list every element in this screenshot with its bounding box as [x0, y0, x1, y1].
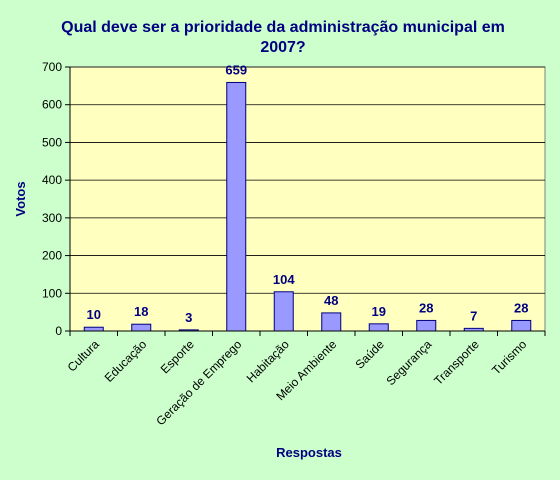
data-label: 18	[134, 304, 148, 319]
y-tick-label: 300	[42, 211, 62, 225]
y-axis-title: Votos	[13, 181, 28, 216]
bar	[226, 81, 247, 332]
category-label: Cultura	[65, 337, 102, 374]
axes	[65, 66, 546, 336]
data-label: 28	[419, 300, 433, 315]
data-label: 104	[273, 272, 295, 287]
data-label: 10	[87, 307, 101, 322]
category-label: Turismo	[489, 337, 529, 377]
category-label: Educação	[102, 337, 150, 385]
plot-area	[69, 66, 546, 332]
data-label: 19	[372, 304, 386, 319]
y-tick-label: 600	[42, 98, 62, 112]
category-label: Transporte	[431, 337, 482, 388]
y-tick-label: 400	[42, 173, 62, 187]
bar	[511, 319, 532, 332]
bar	[416, 319, 437, 332]
bar	[321, 312, 342, 332]
data-label: 48	[324, 293, 338, 308]
bar	[131, 323, 152, 332]
bar	[83, 326, 104, 332]
data-label: 659	[225, 62, 247, 77]
data-label: 3	[185, 310, 192, 325]
bar	[368, 323, 389, 332]
gridlines	[70, 66, 545, 294]
y-tick-label: 100	[42, 286, 62, 300]
data-label: 28	[514, 300, 528, 315]
category-label: Esporte	[158, 337, 197, 376]
bar	[273, 291, 294, 332]
chart-title-line1: Qual deve ser a prioridade da administra…	[61, 19, 505, 36]
data-label: 7	[470, 308, 477, 323]
y-tick-label: 500	[42, 135, 62, 149]
y-tick-label: 200	[42, 249, 62, 263]
category-label: Saúde	[352, 337, 387, 372]
category-label: Segurança	[383, 337, 434, 388]
x-axis-title: Respostas	[276, 445, 342, 460]
category-label: Habitação	[244, 337, 292, 385]
chart-title-line2: 2007?	[260, 39, 305, 56]
bars	[83, 81, 532, 332]
y-tick-label: 700	[42, 60, 62, 74]
category-label: Geração de Emprego	[153, 337, 244, 428]
y-tick-label: 0	[55, 324, 62, 338]
